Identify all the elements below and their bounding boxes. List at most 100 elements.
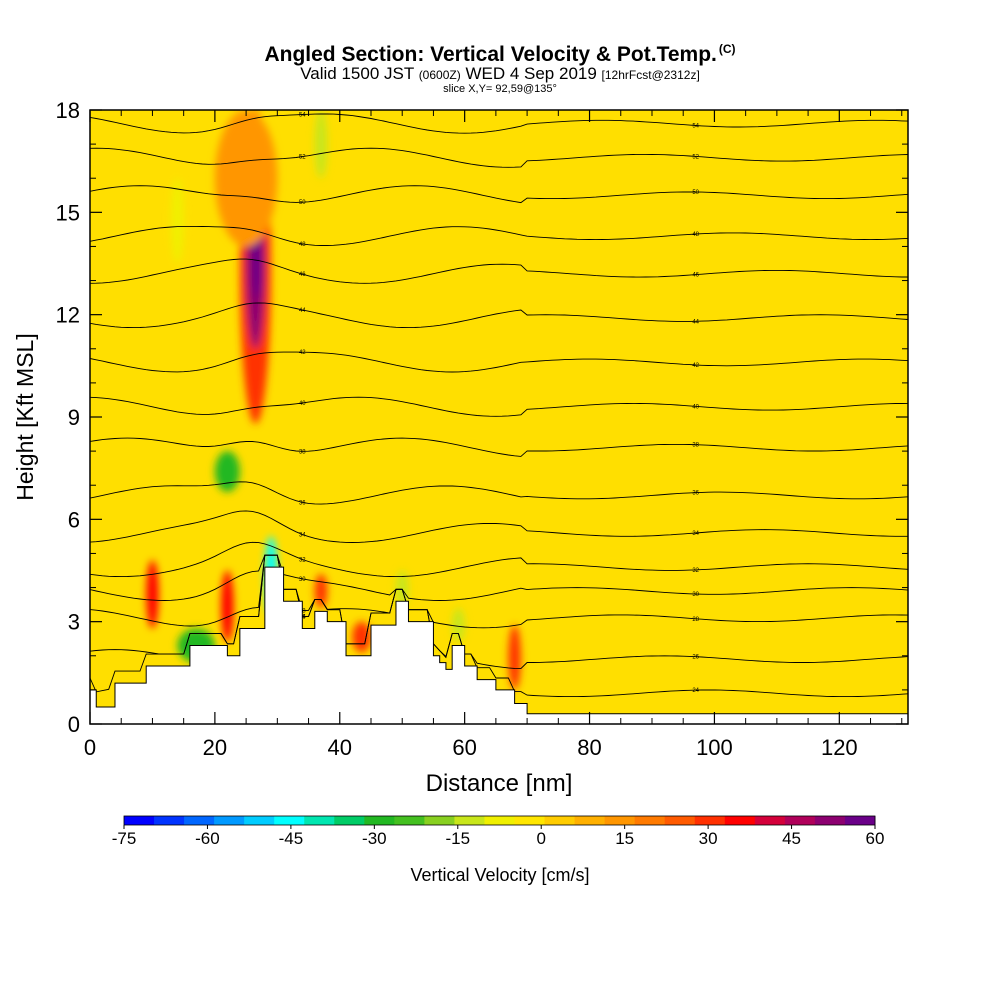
colorbar-tick-label: -60 bbox=[195, 829, 220, 848]
theta-contour-label: 32 bbox=[299, 557, 306, 563]
colorbar-swatch bbox=[784, 816, 816, 825]
y-tick-label: 3 bbox=[68, 610, 80, 635]
theta-contour-label: 36 bbox=[692, 491, 699, 497]
velocity-cell bbox=[314, 573, 328, 609]
theta-contour bbox=[90, 225, 908, 246]
colorbar-swatch bbox=[724, 816, 756, 825]
velocity-cell bbox=[214, 451, 240, 493]
colorbar-swatch bbox=[604, 816, 636, 825]
theta-contour bbox=[90, 437, 908, 457]
plot-area: 2424262628283030323234343636383840404242… bbox=[90, 110, 908, 724]
colorbar-swatch bbox=[304, 816, 335, 825]
colorbar-swatch bbox=[544, 816, 576, 825]
colorbar-swatch bbox=[124, 816, 155, 825]
theta-contour-label: 26 bbox=[692, 655, 699, 661]
x-tick-label: 20 bbox=[203, 735, 227, 760]
theta-contour-label: 32 bbox=[692, 568, 699, 574]
colorbar-tick-label: -30 bbox=[362, 829, 387, 848]
theta-contour-label: 50 bbox=[692, 190, 699, 196]
theta-contour bbox=[90, 554, 908, 629]
theta-contour-label: 30 bbox=[299, 577, 306, 583]
valid-zulu: (0600Z) bbox=[418, 68, 461, 82]
theta-contour bbox=[90, 185, 908, 204]
chart-title-text: Angled Section: Vertical Velocity & Pot.… bbox=[264, 43, 717, 66]
theta-contour bbox=[90, 351, 908, 373]
colorbar-swatch bbox=[184, 816, 215, 825]
theta-contour-label: 52 bbox=[299, 155, 306, 161]
theta-contour-label: 44 bbox=[299, 308, 306, 314]
colorbar-tick-label: -15 bbox=[445, 829, 470, 848]
colorbar-tick-label: 60 bbox=[866, 829, 885, 848]
colorbar-swatch bbox=[484, 816, 516, 825]
velocity-cell bbox=[171, 178, 184, 264]
theta-contour-label: 34 bbox=[692, 531, 699, 537]
x-tick-label: 0 bbox=[84, 735, 96, 760]
theta-contour-label: 52 bbox=[692, 154, 699, 160]
theta-contour-label: 24 bbox=[692, 688, 699, 694]
theta-contour bbox=[90, 510, 908, 543]
theta-contour bbox=[90, 554, 908, 670]
forecast-tag: [12hrFcst@2312z] bbox=[601, 68, 700, 82]
potential-temperature-contours: 2424262628283030323234343636383840404242… bbox=[90, 113, 908, 698]
theta-contour-label: 40 bbox=[299, 401, 306, 407]
theta-contour-label: 48 bbox=[299, 242, 306, 248]
colorbar-label: Vertical Velocity [cm/s] bbox=[410, 865, 589, 885]
colorbar-swatch bbox=[634, 816, 666, 825]
y-tick-label: 6 bbox=[68, 507, 80, 532]
colorbar-frame bbox=[123, 815, 876, 826]
colorbar-tick-label: 15 bbox=[615, 829, 634, 848]
velocity-cell bbox=[221, 570, 234, 643]
theta-contour bbox=[90, 481, 908, 505]
colorbar-swatch bbox=[694, 816, 726, 825]
valid-date: WED 4 Sep 2019 bbox=[465, 64, 597, 83]
theta-contour-label: 44 bbox=[692, 319, 699, 325]
theta-contour-label: 48 bbox=[692, 232, 699, 238]
colorbar-swatch bbox=[514, 816, 546, 825]
colorbar-swatch bbox=[664, 816, 696, 825]
y-tick-label: 12 bbox=[56, 303, 80, 328]
y-tick-label: 9 bbox=[68, 405, 80, 430]
colorbar-swatch bbox=[454, 816, 485, 825]
y-tick-label: 0 bbox=[68, 712, 80, 737]
valid-prefix: Valid 1500 JST bbox=[300, 64, 414, 83]
x-tick-label: 40 bbox=[328, 735, 352, 760]
velocity-background bbox=[90, 110, 908, 724]
colorbar-swatch bbox=[574, 816, 606, 825]
theta-contour-label: 46 bbox=[299, 272, 306, 278]
velocity-cell bbox=[146, 560, 159, 629]
velocity-cell bbox=[314, 110, 328, 179]
y-axis-label: Height [Kft MSL] bbox=[12, 333, 38, 500]
colorbar-swatch bbox=[364, 816, 395, 825]
colorbar-swatch bbox=[844, 816, 876, 825]
theta-contour-label: 42 bbox=[299, 350, 306, 356]
theta-contour-label: 42 bbox=[692, 363, 699, 369]
velocity-cell bbox=[452, 608, 465, 643]
colorbar-swatch bbox=[394, 816, 425, 825]
title-mark: (C) bbox=[718, 42, 736, 56]
y-tick-label: 15 bbox=[56, 200, 80, 225]
theta-contour-label: 38 bbox=[299, 449, 306, 455]
theta-contour-label: 50 bbox=[299, 200, 306, 206]
colorbar-swatch bbox=[214, 816, 245, 825]
theta-contour bbox=[90, 258, 908, 284]
x-axis-label: Distance [nm] bbox=[426, 770, 573, 797]
title-block: Angled Section: Vertical Velocity & Pot.… bbox=[0, 38, 1000, 95]
theta-contour-label: 54 bbox=[692, 123, 699, 129]
velocity-cell bbox=[352, 621, 371, 653]
colorbar-tick-label: 30 bbox=[699, 829, 718, 848]
slice-info: slice X,Y= 92,59@135° bbox=[443, 83, 557, 95]
colorbar-swatch bbox=[154, 816, 185, 825]
velocity-cell bbox=[508, 625, 521, 690]
x-tick-label: 120 bbox=[821, 735, 858, 760]
colorbar-swatch bbox=[814, 816, 846, 825]
colorbar-swatch bbox=[424, 816, 455, 825]
theta-contour-label: 30 bbox=[692, 592, 699, 598]
x-tick-label: 60 bbox=[452, 735, 476, 760]
theta-contour bbox=[90, 113, 908, 134]
terrain-mask bbox=[90, 566, 908, 724]
colorbar-tick-label: 0 bbox=[536, 829, 545, 848]
colorbar-swatch bbox=[754, 816, 786, 825]
theta-contour-label: 28 bbox=[692, 617, 699, 623]
colorbar-swatch bbox=[334, 816, 365, 825]
valid-time-line: Valid 1500 JST (0600Z) WED 4 Sep 2019 [1… bbox=[0, 64, 1000, 83]
